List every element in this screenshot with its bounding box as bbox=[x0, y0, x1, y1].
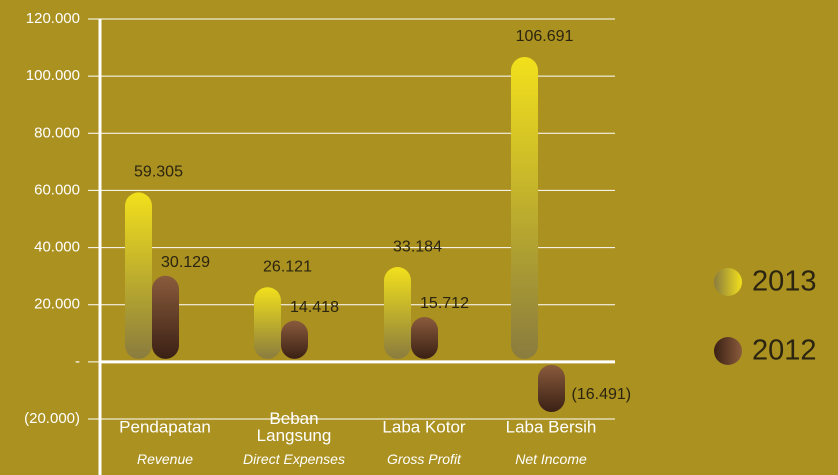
category-subtitle: Net Income bbox=[515, 451, 587, 467]
value-label: 14.418 bbox=[290, 299, 339, 316]
bar bbox=[511, 57, 538, 359]
y-tick-label: 120.000 bbox=[26, 10, 80, 27]
y-tick-label: 100.000 bbox=[26, 67, 80, 84]
bar bbox=[411, 316, 438, 359]
category-subtitle: Revenue bbox=[136, 451, 194, 467]
bar bbox=[125, 192, 152, 359]
value-label: (16.491) bbox=[572, 386, 632, 403]
bar bbox=[152, 275, 179, 359]
legend-label: 2012 bbox=[752, 335, 817, 367]
value-label: 15.712 bbox=[420, 295, 469, 312]
category-subtitle: Gross Profit bbox=[387, 451, 461, 467]
legend-swatch bbox=[714, 268, 742, 296]
value-label: 59.305 bbox=[134, 164, 183, 181]
legend-label: 2013 bbox=[752, 266, 817, 298]
category-label: Pendapatan bbox=[119, 417, 211, 437]
bar bbox=[384, 267, 411, 359]
y-tick-label: (20.000) bbox=[24, 410, 80, 427]
value-label: 26.121 bbox=[263, 258, 312, 275]
y-tick-label: 60.000 bbox=[34, 181, 80, 198]
y-tick-label: 80.000 bbox=[34, 124, 80, 141]
bar bbox=[538, 364, 565, 412]
category-label: Beban Langsung bbox=[256, 409, 332, 445]
bar bbox=[254, 287, 281, 359]
value-label: 30.129 bbox=[161, 254, 210, 271]
bar bbox=[281, 320, 308, 359]
category-label: Laba Kotor bbox=[382, 417, 466, 437]
y-tick-label: 40.000 bbox=[34, 239, 80, 256]
value-label: 106.691 bbox=[516, 28, 574, 45]
category-subtitle: Direct Expenses bbox=[243, 451, 345, 467]
category-label: Laba Bersih bbox=[505, 417, 597, 437]
y-tick-label: 20.000 bbox=[34, 296, 80, 313]
legend-swatch bbox=[714, 337, 742, 365]
y-tick-label: - bbox=[75, 353, 80, 370]
value-label: 33.184 bbox=[393, 238, 442, 255]
